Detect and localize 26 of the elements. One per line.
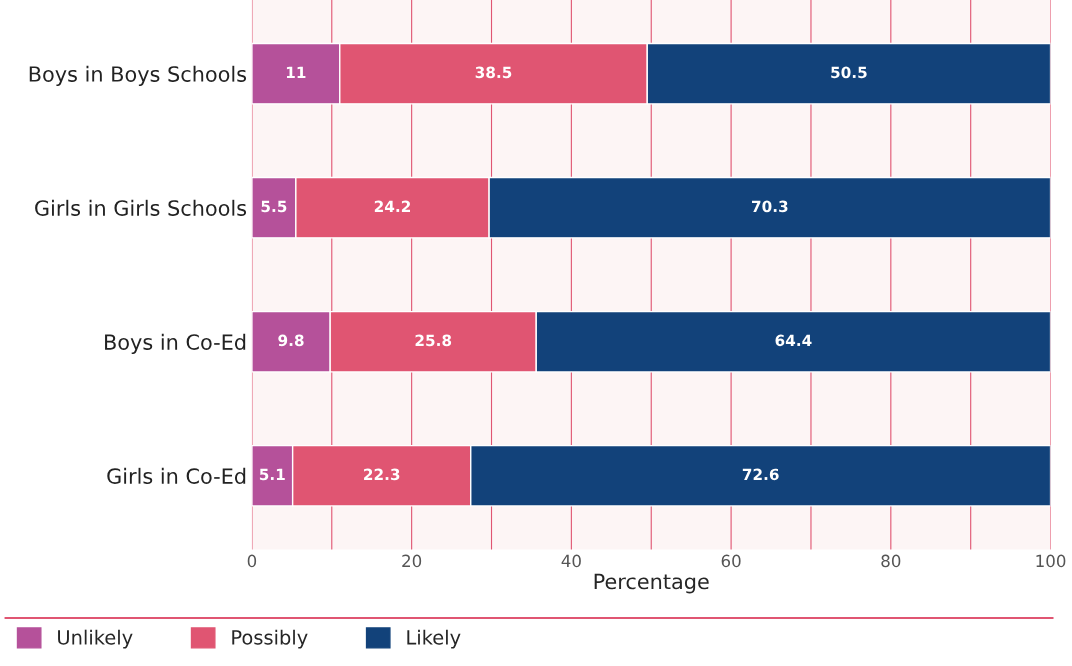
x-tick-label: 100 — [1036, 554, 1066, 568]
data-label: 24.2 — [374, 200, 410, 212]
y-tick-label: Boys in Boys Schools — [29, 65, 247, 86]
y-tick-label: Boys in Co-Ed — [105, 333, 246, 354]
data-label: 11 — [286, 66, 306, 78]
x-tick-label: 40 — [561, 554, 581, 568]
data-label: 22.3 — [364, 468, 400, 481]
data-label: 38.5 — [475, 66, 512, 79]
x-tick-label: 80 — [881, 554, 901, 568]
data-label: 5.5 — [261, 200, 287, 213]
data-label: 9.8 — [278, 334, 304, 347]
legend-label: Unlikely — [58, 629, 133, 649]
y-tick-label: Girls in Girls Schools — [35, 199, 247, 216]
data-label: 64.4 — [775, 334, 812, 347]
data-label: 5.1 — [259, 468, 285, 481]
x-tick-label: 0 — [247, 554, 257, 568]
data-label: 70.3 — [752, 200, 788, 213]
x-tick-label: 20 — [402, 554, 422, 568]
x-tick-label: 60 — [721, 554, 741, 568]
data-label: 25.8 — [415, 334, 452, 347]
x-axis-title: Percentage — [594, 573, 709, 594]
y-tick-label: Girls in Co-Ed — [107, 467, 246, 484]
data-label: 72.6 — [742, 468, 779, 481]
data-label: 50.5 — [831, 66, 867, 79]
legend-label: Likely — [407, 629, 461, 649]
legend-label: Possibly — [232, 629, 308, 649]
